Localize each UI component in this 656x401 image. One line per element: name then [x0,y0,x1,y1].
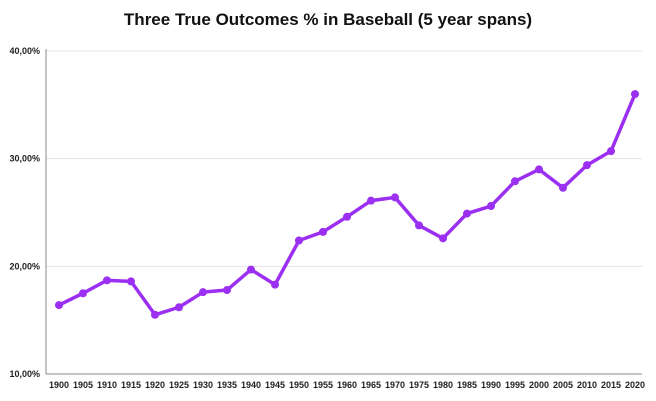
data-point [271,280,279,289]
x-tick-label: 1965 [361,380,381,390]
x-tick-label: 1955 [313,380,333,390]
y-tick-label: 40,00% [9,46,40,56]
data-point [559,183,567,192]
y-tick-label: 30,00% [9,154,40,164]
x-tick-label: 1935 [217,380,237,390]
x-tick-label: 1975 [409,380,429,390]
data-point [511,177,519,186]
data-point [631,90,639,99]
data-point [247,265,255,274]
x-tick-label: 1980 [433,380,453,390]
data-point [319,227,327,236]
x-tick-label: 1995 [505,380,525,390]
data-point [295,236,303,245]
data-point [535,165,543,174]
x-tick-label: 2020 [625,380,645,390]
data-point [79,289,87,298]
x-tick-label: 1930 [193,380,213,390]
x-tick-label: 1985 [457,380,477,390]
data-point [223,286,231,295]
data-point [463,209,471,218]
data-point [103,276,111,285]
data-point [55,301,63,310]
x-tick-label: 1900 [49,380,69,390]
data-point [367,196,375,205]
data-point [199,288,207,297]
x-tick-label: 1950 [289,380,309,390]
x-tick-label: 1905 [73,380,93,390]
y-tick-label: 20,00% [9,261,40,271]
x-tick-label: 2000 [529,380,549,390]
series-line [57,92,637,317]
x-tick-label: 1910 [97,380,117,390]
data-point [391,193,399,202]
data-point [439,234,447,243]
data-point [487,202,495,211]
x-tick-label: 1920 [145,380,165,390]
data-point [583,161,591,170]
data-point [151,310,159,319]
x-tick-label: 1940 [241,380,261,390]
chart-title: Three True Outcomes % in Baseball (5 yea… [123,10,533,29]
data-point [415,221,423,230]
data-point [127,277,135,286]
y-tick-label: 10,00% [9,369,40,379]
data-point [175,303,183,312]
x-tick-label: 1915 [121,380,141,390]
x-tick-label: 2015 [601,380,621,390]
data-point [607,147,615,156]
x-tick-label: 1925 [169,380,189,390]
x-tick-label: 2010 [577,380,597,390]
x-tick-label: 1970 [385,380,405,390]
data-point [343,212,351,221]
x-tick-label: 1960 [337,380,357,390]
x-tick-label: 2005 [553,380,573,390]
x-tick-label: 1945 [265,380,285,390]
x-tick-label: 1990 [481,380,501,390]
